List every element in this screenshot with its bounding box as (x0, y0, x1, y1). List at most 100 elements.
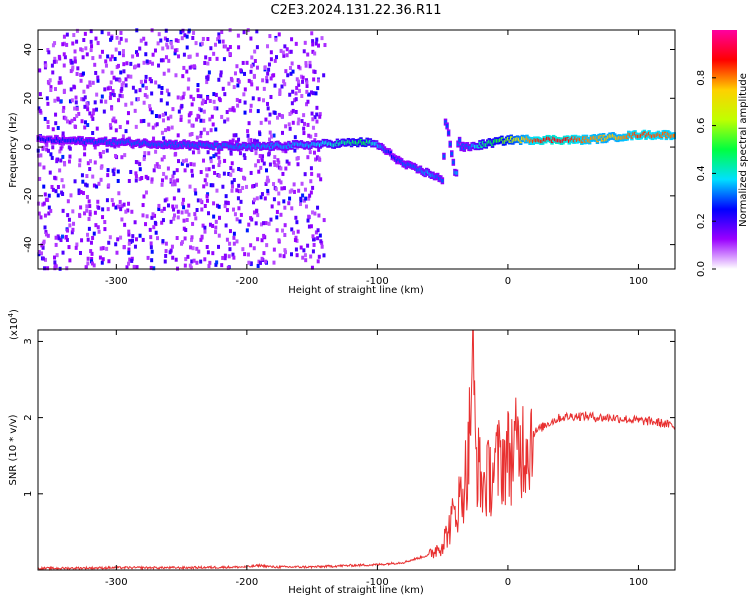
spectrogram-noise-cell (191, 150, 195, 155)
spectrogram-noise-cell (236, 103, 240, 108)
spectrogram-noise-cell (182, 205, 186, 210)
spectrogram-noise-cell (290, 110, 294, 115)
spectrogram-noise-cell (290, 227, 294, 232)
spectrogram-noise-cell (211, 164, 215, 169)
spectrogram-noise-cell (85, 101, 89, 106)
spectrogram-noise-cell (165, 37, 169, 42)
spectrogram-noise-cell (43, 192, 47, 197)
spectrogram-noise-cell (283, 82, 287, 87)
spectrogram-noise-cell (264, 181, 268, 186)
spectrogram-noise-cell (224, 194, 228, 199)
spectrogram-noise-cell (295, 85, 299, 90)
spectrogram-noise-cell (208, 56, 212, 61)
spectrogram-noise-cell (62, 63, 66, 68)
spectrogram-noise-cell (151, 212, 155, 217)
spectrogram-noise-cell (59, 99, 63, 104)
spectrogram-noise-cell (312, 242, 316, 247)
spectrogram-noise-cell (197, 150, 201, 155)
spectrogram-noise-cell (219, 73, 223, 78)
spectrogram-noise-cell (250, 82, 254, 87)
spectrogram-noise-cell (78, 158, 82, 163)
spectrogram-noise-cell (282, 199, 286, 204)
spectrogram-noise-cell (89, 249, 93, 254)
spectrogram-noise-cell (322, 253, 326, 258)
spectrogram-noise-cell (309, 166, 313, 171)
spectrogram-noise-cell (149, 241, 153, 246)
spectrogram-noise-cell (254, 182, 258, 187)
spectrogram-noise-cell (115, 35, 119, 40)
spectrogram-noise-cell (318, 112, 322, 117)
spectrogram-noise-cell (94, 70, 98, 75)
spectrogram-noise-cell (259, 165, 263, 170)
spectrogram-noise-cell (82, 89, 86, 94)
spectrogram-noise-cell (276, 115, 280, 120)
spectrogram-noise-cell (288, 92, 292, 97)
spectrogram-noise-cell (242, 153, 246, 158)
spectrogram-noise-cell (272, 260, 276, 265)
spectrogram-noise-cell (228, 45, 232, 50)
spectrogram-noise-cell (126, 111, 130, 116)
spectrogram-noise-cell (279, 212, 283, 217)
spectrogram-noise-cell (207, 264, 211, 269)
spectrogram-noise-cell (262, 221, 266, 226)
spectrogram-noise-cell (238, 219, 242, 224)
spectrogram-noise-cell (237, 79, 241, 84)
spectrogram-noise-cell (146, 176, 150, 181)
spectrogram-noise-cell (152, 136, 156, 141)
spectrogram-y-tick-label: -40 (23, 236, 34, 252)
spectrogram-noise-cell (120, 204, 124, 209)
spectrogram-noise-cell (112, 116, 116, 121)
spectrogram-noise-cell (186, 254, 190, 259)
spectrogram-noise-cell (308, 64, 312, 69)
spectrogram-noise-cell (88, 212, 92, 217)
spectrogram-noise-cell (181, 28, 185, 33)
spectrogram-noise-cell (255, 45, 259, 50)
spectrogram-noise-cell (79, 78, 83, 83)
spectrogram-noise-cell (243, 71, 247, 76)
spectrogram-noise-cell (65, 266, 69, 271)
spectrogram-noise-cell (278, 90, 282, 95)
spectrogram-noise-cell (305, 78, 309, 83)
spectrogram-noise-cell (205, 244, 209, 249)
spectrogram-noise-cell (317, 213, 321, 218)
spectrogram-noise-cell (310, 265, 314, 270)
spectrogram-noise-cell (107, 31, 111, 36)
spectrogram-noise-cell (41, 245, 45, 250)
spectrogram-noise-cell (129, 74, 133, 79)
spectrogram-noise-cell (212, 214, 216, 219)
spectrogram-noise-cell (274, 187, 278, 192)
spectrogram-noise-cell (62, 105, 66, 110)
spectrogram-x-tick-label: -100 (366, 276, 389, 287)
spectrogram-noise-cell (131, 234, 135, 239)
spectrogram-noise-cell (268, 130, 272, 135)
spectrogram-noise-cell (322, 73, 326, 78)
spectrogram-noise-cell (315, 112, 319, 117)
spectrogram-noise-cell (214, 152, 218, 157)
spectrogram-noise-cell (190, 237, 194, 242)
spectrogram-noise-cell (171, 174, 175, 179)
spectrogram-noise-cell (66, 213, 70, 218)
spectrogram-noise-cell (249, 103, 253, 108)
spectrogram-noise-cell (140, 176, 144, 181)
spectrogram-noise-cell (264, 259, 268, 264)
spectrogram-noise-cell (309, 254, 313, 259)
spectrogram-noise-cell (130, 101, 134, 106)
spectrogram-noise-cell (223, 158, 227, 163)
spectrogram-noise-cell (142, 118, 146, 123)
spectrogram-noise-cell (53, 175, 57, 180)
spectrogram-noise-cell (203, 203, 207, 208)
spectrogram-noise-cell (279, 180, 283, 185)
spectrogram-noise-cell (310, 171, 314, 176)
spectrogram-noise-cell (173, 182, 177, 187)
spectrogram-noise-cell (246, 252, 250, 257)
spectrogram-x-label: Height of straight line (km) (288, 285, 424, 296)
spectrogram-noise-cell (216, 37, 220, 42)
spectrogram-noise-cell (257, 169, 261, 174)
spectrogram-noise-cell (249, 216, 253, 221)
spectrogram-noise-cell (288, 49, 292, 54)
spectrogram-noise-cell (316, 228, 320, 233)
spectrogram-noise-cell (127, 232, 131, 237)
spectrogram-noise-cell (72, 33, 76, 38)
spectrogram-noise-cell (49, 208, 53, 213)
spectrogram-noise-cell (160, 208, 164, 213)
